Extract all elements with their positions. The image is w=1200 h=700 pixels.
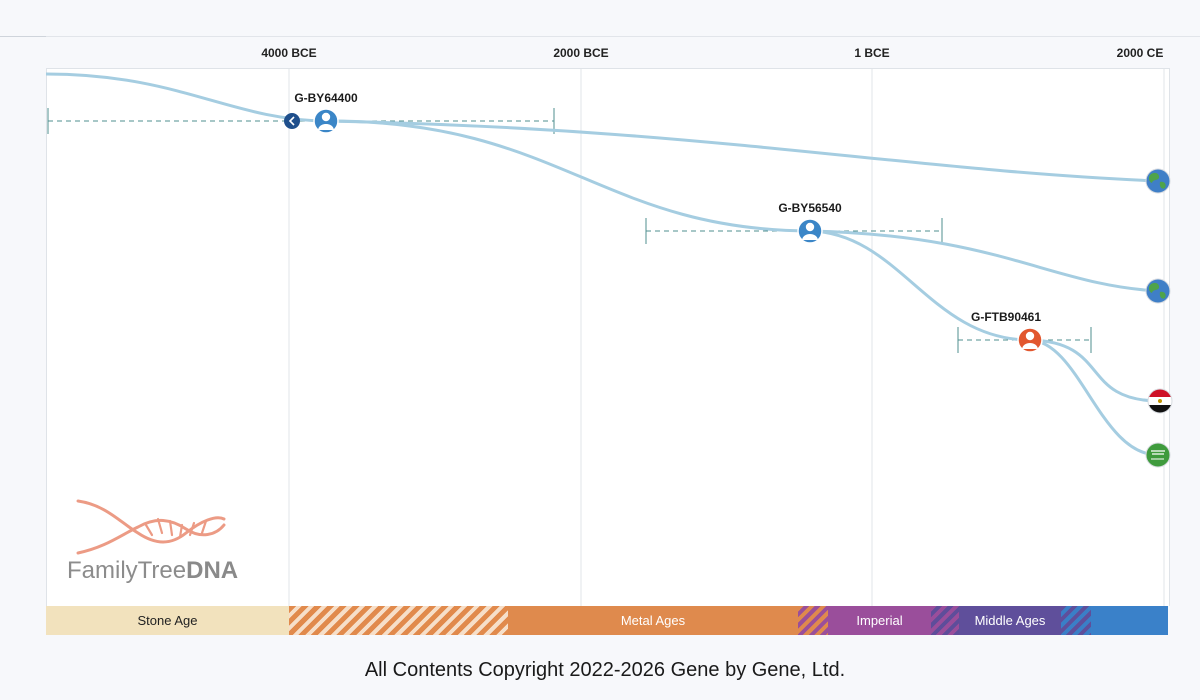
copyright-footer: All Contents Copyright 2022-2026 Gene by… (364, 659, 846, 681)
branch-to-g-ftb90461 (809, 229, 1031, 342)
era-modern (1091, 606, 1168, 635)
era-imperial: Imperial (828, 606, 931, 635)
era-transition-imperial-middle (931, 606, 959, 635)
axis-label-1-bce: 1 BCE (854, 46, 890, 60)
leaf-saudi-arabia[interactable] (1145, 442, 1171, 468)
branch-to-leaf-egypt (1029, 338, 1159, 403)
branches (45, 72, 1159, 457)
branch-root (45, 72, 327, 123)
collapse-left-button[interactable] (284, 113, 300, 129)
header-separator-left (0, 36, 46, 37)
leaf-egypt[interactable] (1147, 388, 1173, 414)
branch-to-leaf-1 (325, 119, 1159, 183)
person-icon (1022, 331, 1038, 349)
globe-icon (1148, 172, 1166, 189)
branch-to-g-by56540 (325, 119, 811, 233)
era-middle-ages: Middle Ages (959, 606, 1061, 635)
chevron-left-icon (288, 116, 295, 126)
node-g-by64400[interactable] (313, 108, 339, 134)
era-transition-middle-modern (1061, 606, 1091, 635)
era-stone-age: Stone Age (46, 606, 289, 635)
axis-label-2000-bce: 2000 BCE (553, 46, 609, 60)
egypt-flag-icon (1148, 389, 1172, 413)
header-separator (0, 36, 1200, 37)
node-g-by56540[interactable] (797, 218, 823, 244)
familytreedna-logo (76, 499, 226, 555)
axis-label-4000-bce: 4000 BCE (261, 46, 317, 60)
node-label-g-ftb90461[interactable]: G-FTB90461 (970, 310, 1042, 324)
leaf-globe-1[interactable] (1145, 168, 1171, 194)
branch-to-leaf-saudi (1029, 338, 1159, 457)
logo-text-light: FamilyTree (67, 557, 187, 584)
saudi-arabia-flag-icon (1146, 443, 1170, 467)
timeline-chart-area (46, 68, 1170, 606)
branch-to-leaf-2 (809, 229, 1159, 293)
node-label-g-by64400[interactable]: G-BY64400 (294, 91, 358, 105)
familytreedna-logo-text: FamilyTreeDNA (67, 557, 238, 585)
era-transition-metal-imperial (798, 606, 828, 635)
globe-icon (1148, 282, 1166, 299)
era-metal-ages: Metal Ages (508, 606, 798, 635)
node-g-ftb90461[interactable] (1017, 327, 1043, 353)
person-icon (802, 222, 818, 240)
person-icon (318, 112, 334, 130)
axis-label-2000-ce: 2000 CE (1116, 46, 1164, 60)
logo-text-bold: DNA (186, 557, 239, 584)
era-transition-stone-metal (289, 606, 508, 635)
confidence-intervals (47, 108, 1092, 353)
node-label-g-by56540[interactable]: G-BY56540 (778, 201, 842, 215)
leaf-globe-2[interactable] (1145, 278, 1171, 304)
